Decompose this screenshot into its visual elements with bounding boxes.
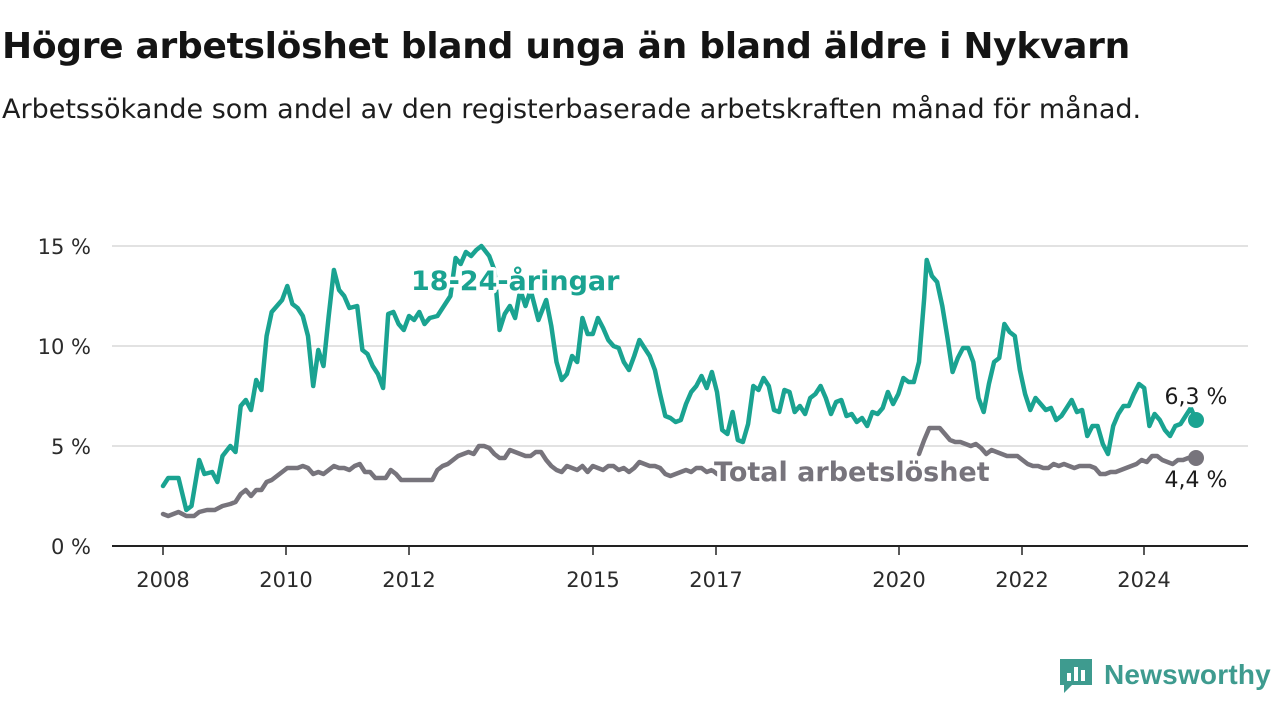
y-tick-label: 10 % — [38, 335, 91, 359]
y-tick-label: 5 % — [51, 435, 91, 459]
end-label-total-halo: 4,4 % — [1165, 468, 1228, 493]
brand: Newsworthy — [1058, 654, 1271, 696]
series-label-total: Total arbetslöshet — [714, 457, 990, 488]
x-tick-label: 2024 — [1117, 568, 1170, 592]
x-tick-label: 2015 — [566, 568, 619, 592]
newsworthy-logo-icon — [1060, 659, 1092, 693]
chart-title: Högre arbetslöshet bland unga än bland ä… — [2, 26, 1130, 67]
end-point-youth — [1188, 412, 1204, 428]
series-label-youth-halo: 18-24-åringar — [411, 265, 620, 297]
series-line-youth — [160, 243, 1199, 513]
series-label-total-halo: Total arbetslöshet — [714, 457, 990, 488]
series-label-youth: 18-24-åringar — [411, 265, 620, 297]
chart-subtitle: Arbetssökande som andel av den registerb… — [2, 94, 1142, 125]
end-label-total: 4,4 % — [1165, 468, 1228, 493]
x-tick-label: 2010 — [259, 568, 312, 592]
brand-name: Newsworthy — [1104, 659, 1271, 690]
y-tick-label: 0 % — [51, 535, 91, 559]
x-tick-label: 2022 — [995, 568, 1048, 592]
end-label-youth-halo: 6,3 % — [1165, 385, 1228, 410]
x-tick-label: 2017 — [689, 568, 742, 592]
end-point-total — [1188, 450, 1204, 466]
x-tick-label: 2012 — [382, 568, 435, 592]
end-label-youth: 6,3 % — [1165, 385, 1228, 410]
series-line-total — [160, 443, 741, 519]
y-tick-label: 15 % — [38, 235, 91, 259]
series-line-total — [916, 425, 1199, 477]
x-tick-label: 2008 — [136, 568, 189, 592]
x-tick-label: 2020 — [872, 568, 925, 592]
